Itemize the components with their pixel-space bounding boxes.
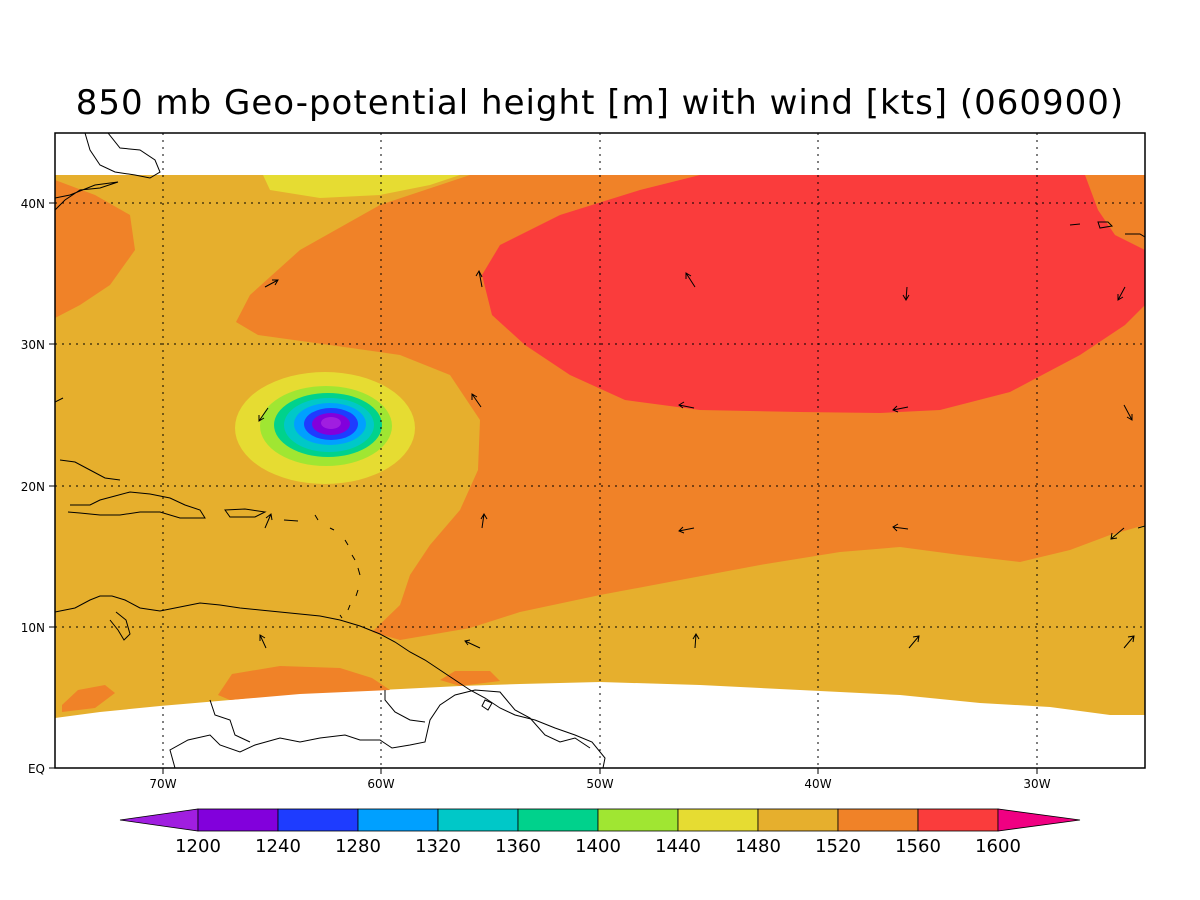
field-1560-south-patch <box>218 666 390 700</box>
field-1560-small-patch <box>440 671 500 686</box>
lon-label: 40W <box>804 777 831 791</box>
colorbar-segment <box>677 808 759 832</box>
graticule <box>55 133 1145 768</box>
wind-arrow <box>1110 527 1125 540</box>
colorbar-segment <box>917 808 999 832</box>
wind-arrow <box>692 633 700 649</box>
wind-arrow <box>908 635 920 649</box>
colorbar-segment <box>357 808 439 832</box>
wind-arrow <box>475 269 483 288</box>
plot-area <box>55 133 1145 768</box>
colorbar-label: 1560 <box>895 836 941 857</box>
lon-axis: 70W 60W 50W 40W 30W <box>149 768 1051 791</box>
map-title: 850 mb Geo-potential height [m] with win… <box>76 83 1124 123</box>
lon-label: 60W <box>367 777 394 791</box>
wind-arrow <box>471 393 482 408</box>
colorbar-segment <box>277 808 359 832</box>
lon-label: 70W <box>149 777 176 791</box>
colorbar-label: 1400 <box>575 836 621 857</box>
lat-label: 30N <box>21 338 45 352</box>
wind-arrow <box>1123 635 1135 649</box>
wind-arrow <box>892 523 909 532</box>
wind-arrow <box>464 639 481 649</box>
coast-inland-borders <box>169 689 591 768</box>
colorbar-high-extension <box>997 808 1081 832</box>
colorbar-segment <box>197 808 279 832</box>
coast-antilles <box>314 514 361 619</box>
coast-hispaniola <box>224 508 299 522</box>
wind-arrow <box>685 272 696 288</box>
lon-label: 50W <box>586 777 613 791</box>
lat-axis: 40N 30N 20N 10N EQ <box>21 197 55 776</box>
wind-arrow <box>892 405 909 413</box>
coast-south-america <box>55 595 606 768</box>
wind-vectors <box>55 269 1145 649</box>
cyclone-rings <box>235 372 415 484</box>
colorbar-segment <box>757 808 839 832</box>
coastlines <box>55 133 1145 768</box>
ring-1200 <box>321 417 341 429</box>
colorbar-label: 1200 <box>175 836 221 857</box>
lat-label: 20N <box>21 480 45 494</box>
colorbar-label: 1480 <box>735 836 781 857</box>
field-1560-sw-patch <box>62 685 115 712</box>
coast-newfoundland <box>1069 221 1145 238</box>
wind-arrow <box>902 286 910 301</box>
lat-label: EQ <box>28 762 45 776</box>
coast-cuba <box>59 459 206 519</box>
wind-arrow <box>480 513 488 529</box>
colorbar-segment <box>517 808 599 832</box>
colorbar-label: 1600 <box>975 836 1021 857</box>
wind-arrow <box>678 526 695 534</box>
colorbar-label: 1360 <box>495 836 541 857</box>
wind-arrow <box>1137 525 1145 529</box>
lat-label: 10N <box>21 621 45 635</box>
lon-label: 30W <box>1023 777 1050 791</box>
wind-arrow <box>264 513 273 529</box>
colorbar-label: 1280 <box>335 836 381 857</box>
colorbar-segment <box>597 808 679 832</box>
colorbar-label: 1520 <box>815 836 861 857</box>
wind-arrow <box>259 634 267 649</box>
colorbar-segment <box>437 808 519 832</box>
lat-label: 40N <box>21 197 45 211</box>
colorbar-label: 1240 <box>255 836 301 857</box>
colorbar-low-extension <box>119 808 199 832</box>
coast-north-america <box>55 133 161 211</box>
field-1560-west-coast <box>55 180 135 318</box>
colorbar: 1200 1240 1280 1320 1360 1400 1440 1480 … <box>119 808 1081 857</box>
wind-arrow <box>1123 404 1133 421</box>
colorbar-label: 1440 <box>655 836 701 857</box>
colorbar-label: 1320 <box>415 836 461 857</box>
wind-arrow <box>1117 286 1126 301</box>
wind-arrow <box>258 407 269 422</box>
wind-arrow <box>264 279 279 288</box>
wind-arrow <box>55 397 64 403</box>
field-1480-north <box>263 175 460 198</box>
wind-arrow <box>678 401 695 409</box>
colorbar-segment <box>837 808 919 832</box>
field-1600-high <box>482 175 1145 413</box>
